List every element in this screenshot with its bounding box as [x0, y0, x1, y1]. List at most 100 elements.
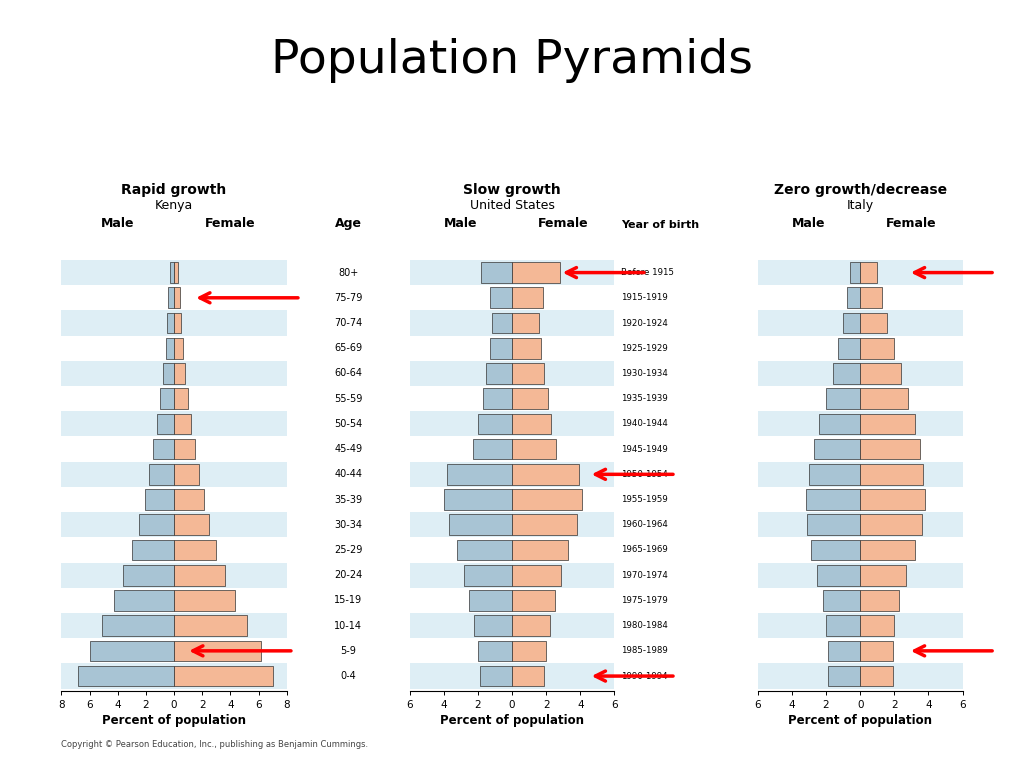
- Bar: [847, 287, 860, 308]
- Text: 1925-1929: 1925-1929: [621, 344, 668, 353]
- Bar: [512, 564, 561, 585]
- Bar: [114, 590, 174, 611]
- Bar: [860, 389, 908, 409]
- Bar: [860, 464, 924, 485]
- Text: 45-49: 45-49: [334, 444, 362, 454]
- Bar: [174, 666, 272, 687]
- Bar: [807, 515, 860, 535]
- Bar: [860, 540, 914, 561]
- Bar: [512, 590, 555, 611]
- Text: Age: Age: [335, 217, 361, 230]
- Bar: [850, 262, 860, 283]
- Text: Female: Female: [205, 217, 256, 230]
- Text: 25-29: 25-29: [334, 545, 362, 555]
- Bar: [61, 361, 287, 386]
- Text: 0-4: 0-4: [340, 671, 356, 681]
- Bar: [811, 540, 860, 561]
- Text: 1930-1934: 1930-1934: [621, 369, 668, 378]
- Bar: [144, 489, 174, 510]
- Bar: [174, 641, 261, 661]
- Bar: [838, 338, 860, 359]
- Text: Female: Female: [538, 217, 589, 230]
- Bar: [860, 287, 883, 308]
- Bar: [492, 313, 512, 333]
- Bar: [168, 287, 174, 308]
- Bar: [174, 287, 180, 308]
- Bar: [758, 462, 963, 487]
- Bar: [860, 489, 925, 510]
- Bar: [860, 363, 901, 384]
- Text: 60-64: 60-64: [334, 369, 362, 379]
- Bar: [158, 413, 174, 434]
- Text: 80+: 80+: [338, 267, 358, 277]
- Text: 1990-1994: 1990-1994: [621, 671, 668, 680]
- Text: 40-44: 40-44: [334, 469, 362, 479]
- Bar: [860, 313, 888, 333]
- Bar: [512, 262, 560, 283]
- Bar: [512, 363, 545, 384]
- Bar: [90, 641, 174, 661]
- Bar: [123, 564, 174, 585]
- Text: 1980-1984: 1980-1984: [621, 621, 668, 630]
- Bar: [410, 613, 614, 638]
- Bar: [512, 540, 568, 561]
- Bar: [481, 262, 512, 283]
- Bar: [512, 389, 548, 409]
- Bar: [758, 412, 963, 436]
- Bar: [410, 260, 614, 285]
- Bar: [166, 338, 174, 359]
- Bar: [814, 439, 860, 459]
- Bar: [78, 666, 174, 687]
- Bar: [474, 615, 512, 636]
- Bar: [822, 590, 860, 611]
- Text: 50-54: 50-54: [334, 419, 362, 429]
- Bar: [758, 664, 963, 689]
- Bar: [61, 613, 287, 638]
- Bar: [447, 464, 512, 485]
- Bar: [826, 615, 860, 636]
- Text: 1920-1924: 1920-1924: [621, 319, 668, 327]
- Bar: [860, 515, 922, 535]
- Bar: [512, 615, 550, 636]
- Bar: [758, 361, 963, 386]
- Text: 75-79: 75-79: [334, 293, 362, 303]
- Text: 1935-1939: 1935-1939: [621, 394, 668, 403]
- Bar: [174, 515, 209, 535]
- Bar: [758, 260, 963, 285]
- Text: 65-69: 65-69: [334, 343, 362, 353]
- Bar: [860, 262, 878, 283]
- Bar: [163, 363, 174, 384]
- Text: 1970-1974: 1970-1974: [621, 571, 668, 580]
- Bar: [512, 439, 556, 459]
- Text: 1965-1969: 1965-1969: [621, 545, 668, 554]
- Bar: [410, 310, 614, 336]
- Bar: [860, 413, 914, 434]
- Bar: [174, 363, 185, 384]
- Text: 1960-1964: 1960-1964: [621, 520, 668, 529]
- Bar: [512, 313, 540, 333]
- X-axis label: Percent of population: Percent of population: [102, 714, 246, 727]
- Bar: [449, 515, 512, 535]
- Text: Zero growth/decrease: Zero growth/decrease: [773, 183, 947, 197]
- Bar: [469, 590, 512, 611]
- Bar: [174, 615, 248, 636]
- Bar: [809, 464, 860, 485]
- Bar: [443, 489, 512, 510]
- Text: Male: Male: [101, 217, 134, 230]
- Bar: [512, 515, 577, 535]
- Bar: [174, 590, 234, 611]
- Text: 15-19: 15-19: [334, 595, 362, 605]
- Bar: [758, 613, 963, 638]
- Text: Population Pyramids: Population Pyramids: [271, 38, 753, 84]
- Bar: [410, 563, 614, 588]
- Bar: [860, 590, 899, 611]
- Bar: [512, 338, 541, 359]
- Text: Copyright © Pearson Education, Inc., publishing as Benjamin Cummings.: Copyright © Pearson Education, Inc., pub…: [61, 740, 369, 749]
- Text: Rapid growth: Rapid growth: [122, 183, 226, 197]
- Bar: [410, 361, 614, 386]
- Bar: [512, 287, 543, 308]
- Text: 55-59: 55-59: [334, 394, 362, 404]
- Bar: [464, 564, 512, 585]
- Bar: [827, 641, 860, 661]
- Bar: [410, 512, 614, 538]
